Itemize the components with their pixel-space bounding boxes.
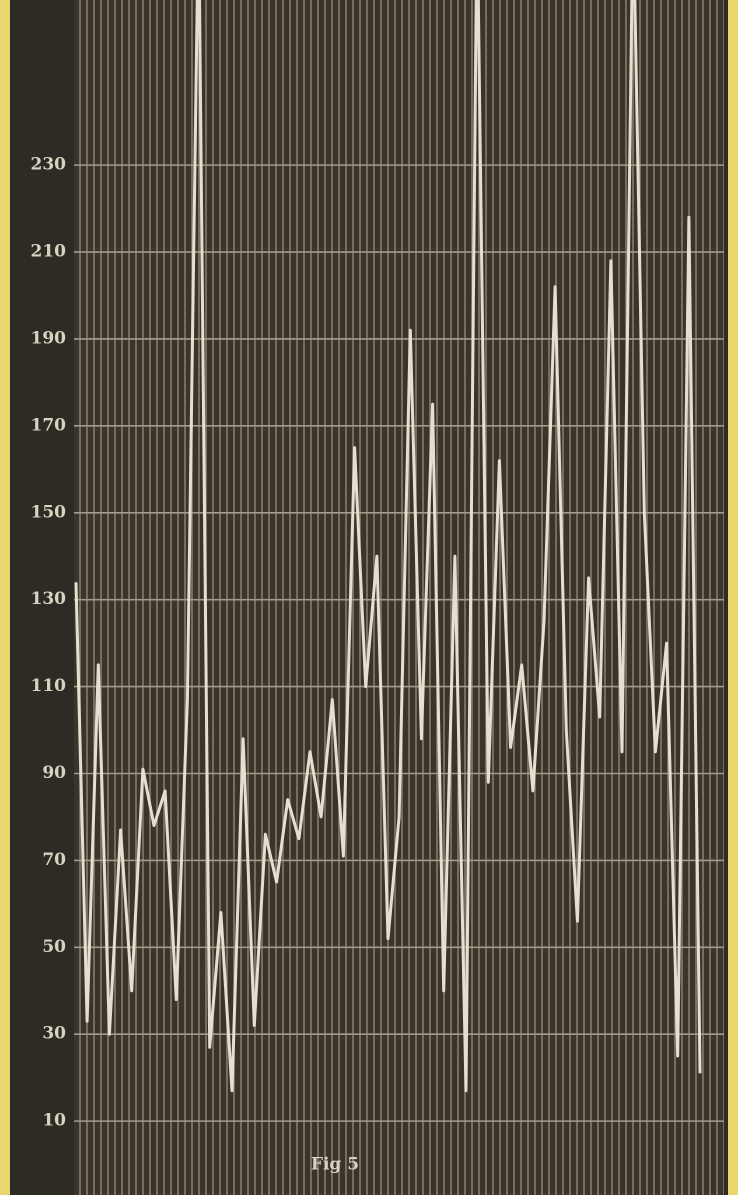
y-tick-label: 170 — [31, 415, 67, 435]
y-tick-label: 150 — [31, 502, 67, 522]
y-tick-label: 70 — [42, 850, 66, 870]
y-tick-label: 210 — [31, 242, 67, 262]
y-tick-label: 130 — [31, 589, 67, 609]
trace-line — [74, 0, 702, 1093]
y-tick-label: 90 — [42, 763, 66, 783]
y-tick-label: 110 — [31, 676, 67, 696]
y-tick-label: 50 — [42, 937, 66, 957]
y-tick-label: 230 — [31, 155, 67, 175]
y-tick-label: 10 — [42, 1111, 66, 1131]
caption: Fig 5 — [311, 1155, 359, 1175]
time-lines — [74, 0, 724, 1195]
y-tick-label: 190 — [31, 328, 67, 348]
y-tick-label: 30 — [42, 1024, 66, 1044]
